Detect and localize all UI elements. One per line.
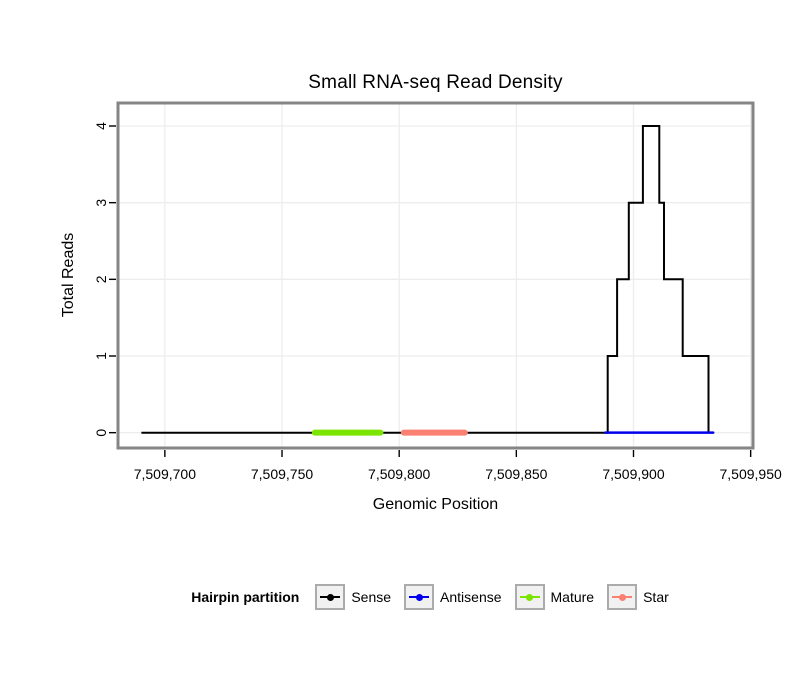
legend: Hairpin partition Sense Antisense Mature [50, 584, 810, 610]
y-tick-label: 2 [93, 275, 109, 283]
legend-key-dot [618, 593, 626, 601]
legend-item-star: Star [607, 584, 669, 610]
legend-key-sense-icon [315, 584, 346, 610]
y-axis-title: Total Reads [60, 232, 77, 318]
y-tick-label: 1 [93, 352, 109, 360]
x-tick-label: 7,509,900 [602, 466, 664, 482]
y-tick-label: 4 [93, 122, 109, 130]
x-tick-label: 7,509,950 [720, 466, 782, 482]
panel-border [116, 101, 755, 450]
y-tick-label: 0 [93, 429, 109, 437]
legend-label-sense: Sense [351, 589, 392, 605]
series-sense-line [141, 125, 710, 434]
legend-item-antisense: Antisense [404, 584, 502, 610]
legend-key-dot [526, 593, 534, 601]
plot-area: 7,509,700 7,509,750 7,509,800 7,509,850 7,50… [93, 101, 782, 482]
legend-key-mature-icon [514, 584, 545, 610]
legend-key-star-icon [607, 584, 638, 610]
legend-title: Hairpin partition [191, 589, 300, 605]
x-axis-title: Genomic Position [372, 496, 499, 513]
chart-title: Small RNA-seq Read Density [308, 72, 563, 93]
legend-label-antisense: Antisense [440, 589, 502, 605]
x-tick-label: 7,509,750 [251, 466, 313, 482]
legend-item-sense: Sense [315, 584, 391, 610]
x-tick-label: 7,509,700 [134, 466, 196, 482]
panel-background [118, 103, 753, 448]
legend-key-dot [415, 593, 423, 601]
legend-key-antisense-icon [404, 584, 435, 610]
x-tick-label: 7,509,800 [368, 466, 430, 482]
legend-label-star: Star [643, 589, 669, 605]
legend-label-mature: Mature [550, 589, 595, 605]
legend-item-mature: Mature [514, 584, 595, 610]
x-tick-label: 7,509,850 [485, 466, 547, 482]
y-tick-label: 3 [93, 199, 109, 207]
legend-key-dot [326, 593, 334, 601]
